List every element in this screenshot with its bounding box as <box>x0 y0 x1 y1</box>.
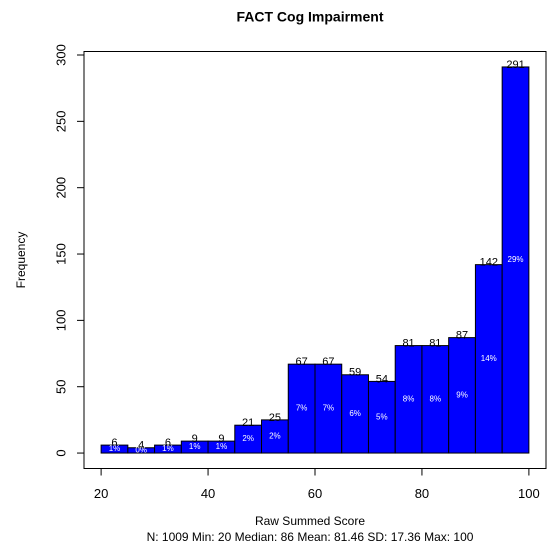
bar <box>287 363 316 454</box>
percent-label: 2% <box>269 432 281 441</box>
percent-label: 7% <box>296 404 308 413</box>
count-label: 67 <box>296 356 308 368</box>
count-label: 25 <box>269 412 281 424</box>
y-tick-label: 0 <box>53 449 68 456</box>
y-tick-label: 150 <box>53 243 68 265</box>
count-label: 81 <box>402 337 414 349</box>
percent-label: 5% <box>376 412 388 421</box>
percent-label: 2% <box>242 434 254 443</box>
y-tick-label: 100 <box>53 310 68 332</box>
y-axis-label: Frequency <box>14 232 28 289</box>
bar <box>234 424 263 454</box>
bar <box>314 363 343 454</box>
percent-label: 1% <box>162 444 174 453</box>
percent-label: 1% <box>216 442 228 451</box>
y-tick-label: 250 <box>53 110 68 132</box>
x-tick-label: 20 <box>94 486 108 501</box>
x-tick-label: 40 <box>201 486 215 501</box>
count-label: 67 <box>322 356 334 368</box>
count-label: 81 <box>429 337 441 349</box>
x-tick-label: 80 <box>415 486 429 501</box>
percent-label: 1% <box>189 442 201 451</box>
bar <box>501 66 530 454</box>
bar <box>474 264 503 454</box>
chart-title: FACT Cog Impairment <box>236 9 383 25</box>
x-tick-label: 60 <box>308 486 322 501</box>
x-axis-label: Raw Summed Score <box>255 514 365 528</box>
bar <box>367 380 396 454</box>
bar <box>341 374 369 454</box>
bar <box>261 419 289 454</box>
percent-label: 6% <box>349 409 361 418</box>
count-label: 87 <box>456 330 468 342</box>
count-label: 59 <box>349 367 361 379</box>
y-tick-label: 50 <box>53 379 68 393</box>
y-tick-label: 200 <box>53 177 68 199</box>
subtitle: N: 1009 Min: 20 Median: 86 Mean: 81.46 S… <box>147 530 474 544</box>
x-tick-label: 100 <box>518 486 540 501</box>
percent-label: 7% <box>323 404 335 413</box>
count-label: 9 <box>192 433 198 445</box>
percent-label: 8% <box>403 394 415 403</box>
percent-label: 0% <box>135 446 147 455</box>
percent-label: 29% <box>508 255 524 264</box>
y-tick-label: 300 <box>53 44 68 66</box>
percent-label: 9% <box>456 390 468 399</box>
count-label: 6 <box>165 437 171 449</box>
percent-label: 8% <box>430 394 442 403</box>
count-label: 54 <box>376 373 388 385</box>
bar <box>394 345 423 454</box>
count-label: 6 <box>111 437 117 449</box>
percent-label: 14% <box>481 354 497 363</box>
count-label: 4 <box>138 440 144 452</box>
count-label: 21 <box>242 417 254 429</box>
bar <box>448 337 476 454</box>
count-label: 291 <box>506 59 524 71</box>
count-label: 142 <box>480 257 498 269</box>
percent-label: 1% <box>109 444 121 453</box>
count-label: 9 <box>218 433 224 445</box>
bar <box>421 345 450 454</box>
